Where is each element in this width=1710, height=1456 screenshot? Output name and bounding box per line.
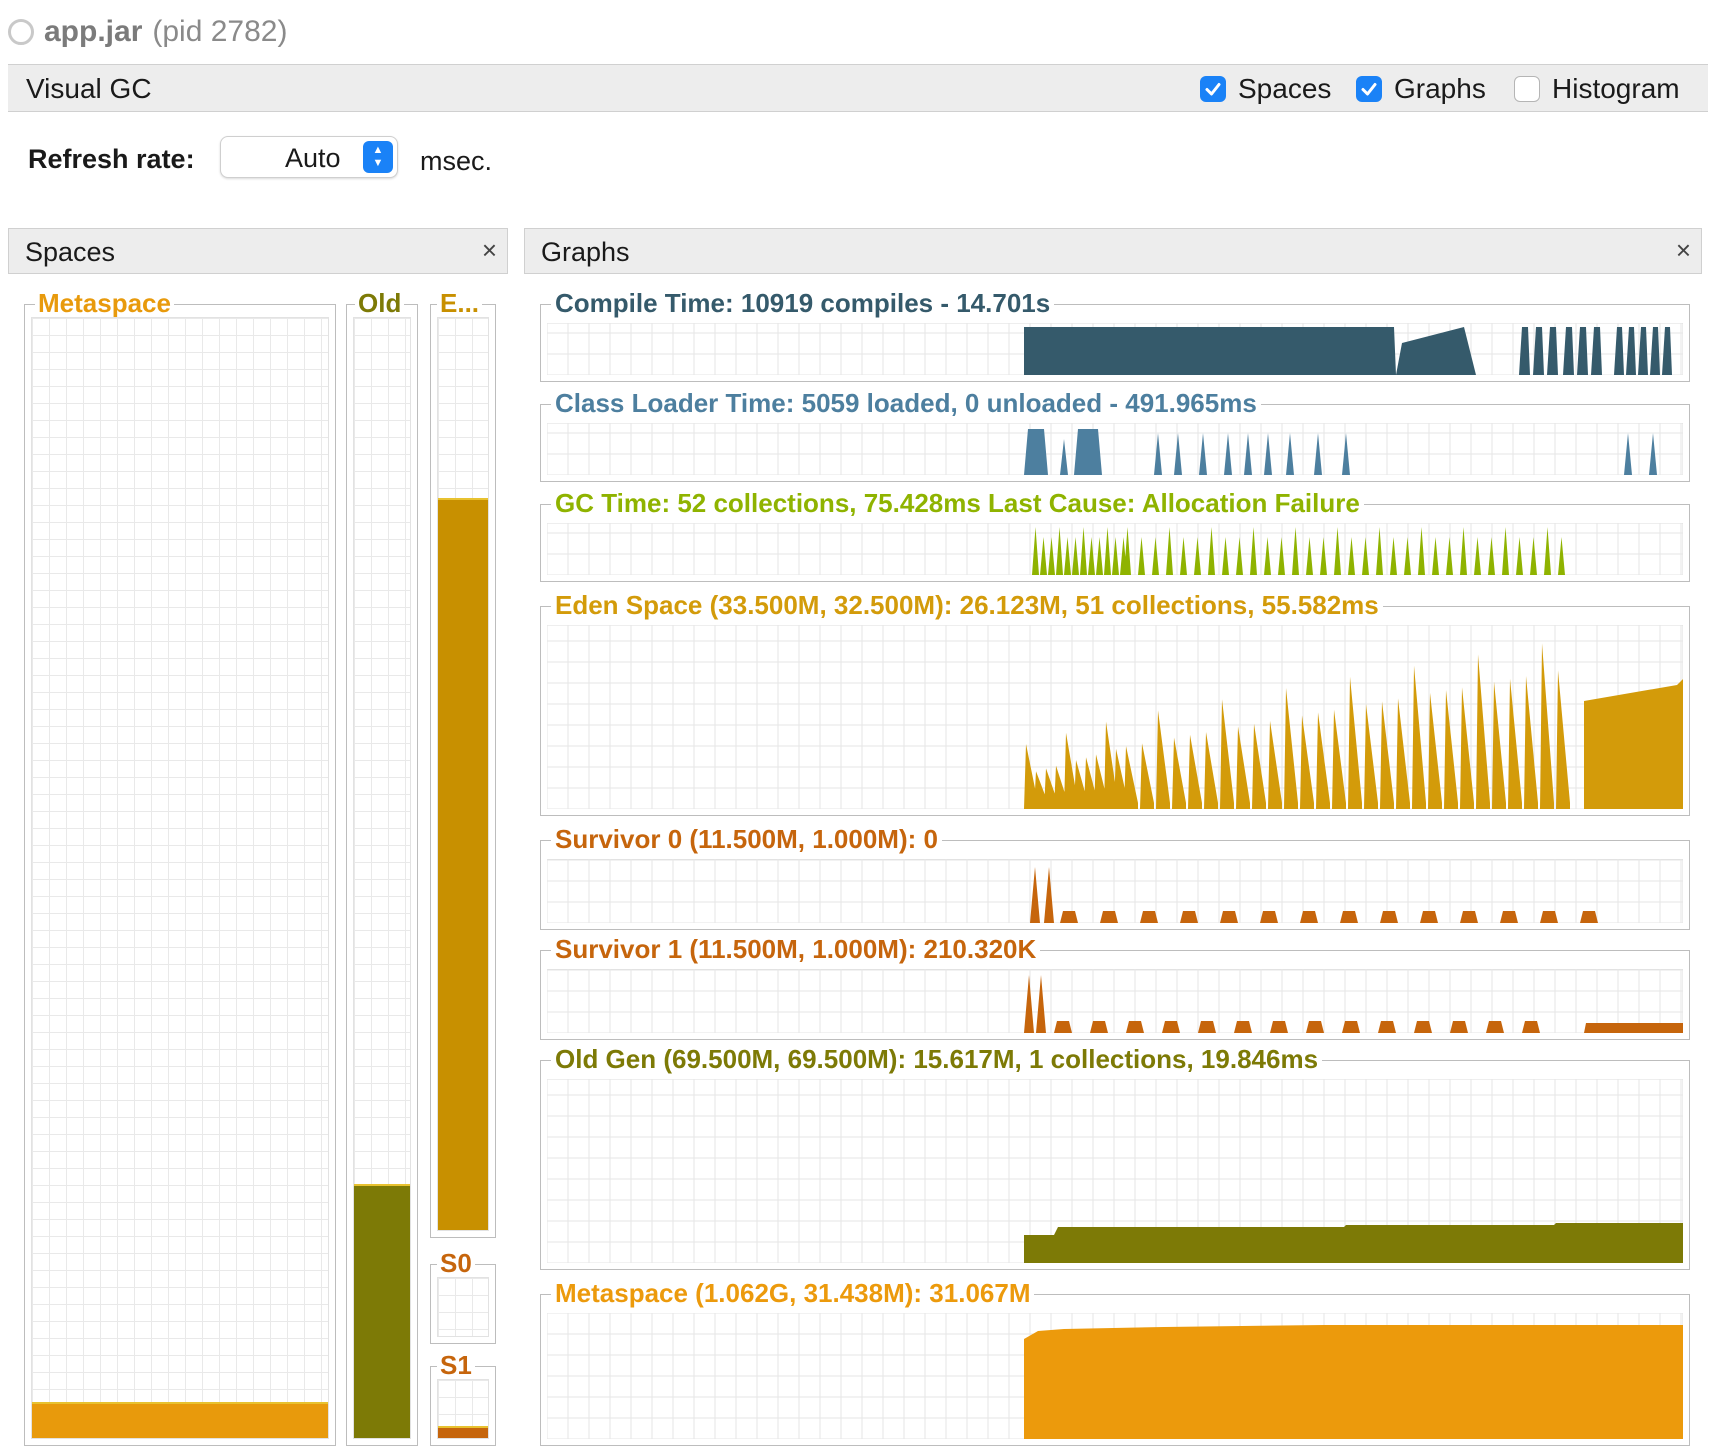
refresh-rate-select[interactable]: Auto ▲ ▼ (220, 136, 398, 178)
app-name: app.jar (44, 15, 143, 48)
histogram-checkbox[interactable]: Histogram (1514, 73, 1680, 105)
close-icon[interactable]: × (1675, 235, 1691, 265)
space-s0: S0 (430, 1249, 496, 1344)
graphs-checkbox-label: Graphs (1394, 73, 1486, 104)
graph-plot (547, 523, 1683, 575)
close-icon[interactable]: × (481, 235, 497, 265)
graph-plot (547, 625, 1683, 809)
graph-plot (547, 1079, 1683, 1263)
space-fill (354, 1184, 410, 1438)
checkbox-unchecked-icon (1514, 76, 1540, 102)
graph-label: Metaspace (1.062G, 31.438M): 31.067M (551, 1279, 1035, 1307)
graphs-panel-header: Graphs × (524, 228, 1702, 274)
space-s1: S1 (430, 1351, 496, 1446)
refresh-rate-label: Refresh rate: (28, 144, 195, 174)
graph-survivor-1: Survivor 1 (11.500M, 1.000M): 210.320K (540, 935, 1690, 1040)
space-fill (438, 498, 488, 1230)
graphs-panel-title: Graphs (541, 237, 630, 267)
space-fill (438, 1425, 488, 1438)
visual-gc-title: Visual GC (26, 73, 152, 104)
graph-plot (547, 423, 1683, 475)
graph-gc-time: GC Time: 52 collections, 75.428ms Last C… (540, 489, 1690, 582)
app-pid: (pid 2782) (152, 15, 288, 48)
graph-old-gen: Old Gen (69.500M, 69.500M): 15.617M, 1 c… (540, 1045, 1690, 1270)
graph-label: Survivor 0 (11.500M, 1.000M): 0 (551, 825, 942, 853)
space-metaspace: Metaspace (24, 289, 336, 1446)
graph-label: Eden Space (33.500M, 32.500M): 26.123M, … (551, 591, 1383, 619)
graph-label: Class Loader Time: 5059 loaded, 0 unload… (551, 389, 1261, 417)
spaces-panel-header: Spaces × (8, 228, 508, 274)
status-ring-icon (8, 19, 34, 45)
graph-label: Compile Time: 10919 compiles - 14.701s (551, 289, 1055, 317)
space-old: Old (346, 289, 418, 1446)
checkbox-checked-icon (1356, 76, 1382, 102)
graph-survivor-0: Survivor 0 (11.500M, 1.000M): 0 (540, 825, 1690, 930)
graph-compile-time: Compile Time: 10919 compiles - 14.701s (540, 289, 1690, 382)
refresh-rate-value: Auto (285, 143, 341, 173)
refresh-rate-unit: msec. (420, 146, 493, 176)
space-eden: E... (430, 289, 496, 1238)
space-label: E... (437, 289, 483, 317)
graph-label: Old Gen (69.500M, 69.500M): 15.617M, 1 c… (551, 1045, 1323, 1073)
select-stepper-icon: ▲ ▼ (363, 141, 393, 173)
space-label: Metaspace (35, 289, 174, 317)
graph-plot (547, 859, 1683, 923)
space-fill (32, 1402, 328, 1438)
graph-label: GC Time: 52 collections, 75.428ms Last C… (551, 489, 1364, 517)
space-label: S0 (437, 1249, 475, 1277)
graph-class-loader-time: Class Loader Time: 5059 loaded, 0 unload… (540, 389, 1690, 482)
graph-label: Survivor 1 (11.500M, 1.000M): 210.320K (551, 935, 1041, 963)
space-label: Old (355, 289, 405, 317)
visual-gc-toolbar: Visual GC Spaces Graphs Histogram (8, 64, 1708, 112)
space-label: S1 (437, 1351, 475, 1379)
graph-metaspace: Metaspace (1.062G, 31.438M): 31.067M (540, 1279, 1690, 1446)
spaces-checkbox-label: Spaces (1238, 73, 1332, 104)
histogram-checkbox-label: Histogram (1552, 73, 1680, 104)
checkbox-checked-icon (1200, 76, 1226, 102)
spaces-checkbox[interactable]: Spaces (1200, 73, 1331, 105)
graph-eden-space: Eden Space (33.500M, 32.500M): 26.123M, … (540, 591, 1690, 816)
spaces-panel-title: Spaces (25, 237, 116, 267)
graph-plot (547, 1313, 1683, 1439)
graphs-checkbox[interactable]: Graphs (1356, 73, 1486, 105)
graph-plot (547, 969, 1683, 1033)
app-title: app.jar (pid 2782) (8, 10, 287, 54)
graph-plot (547, 323, 1683, 375)
